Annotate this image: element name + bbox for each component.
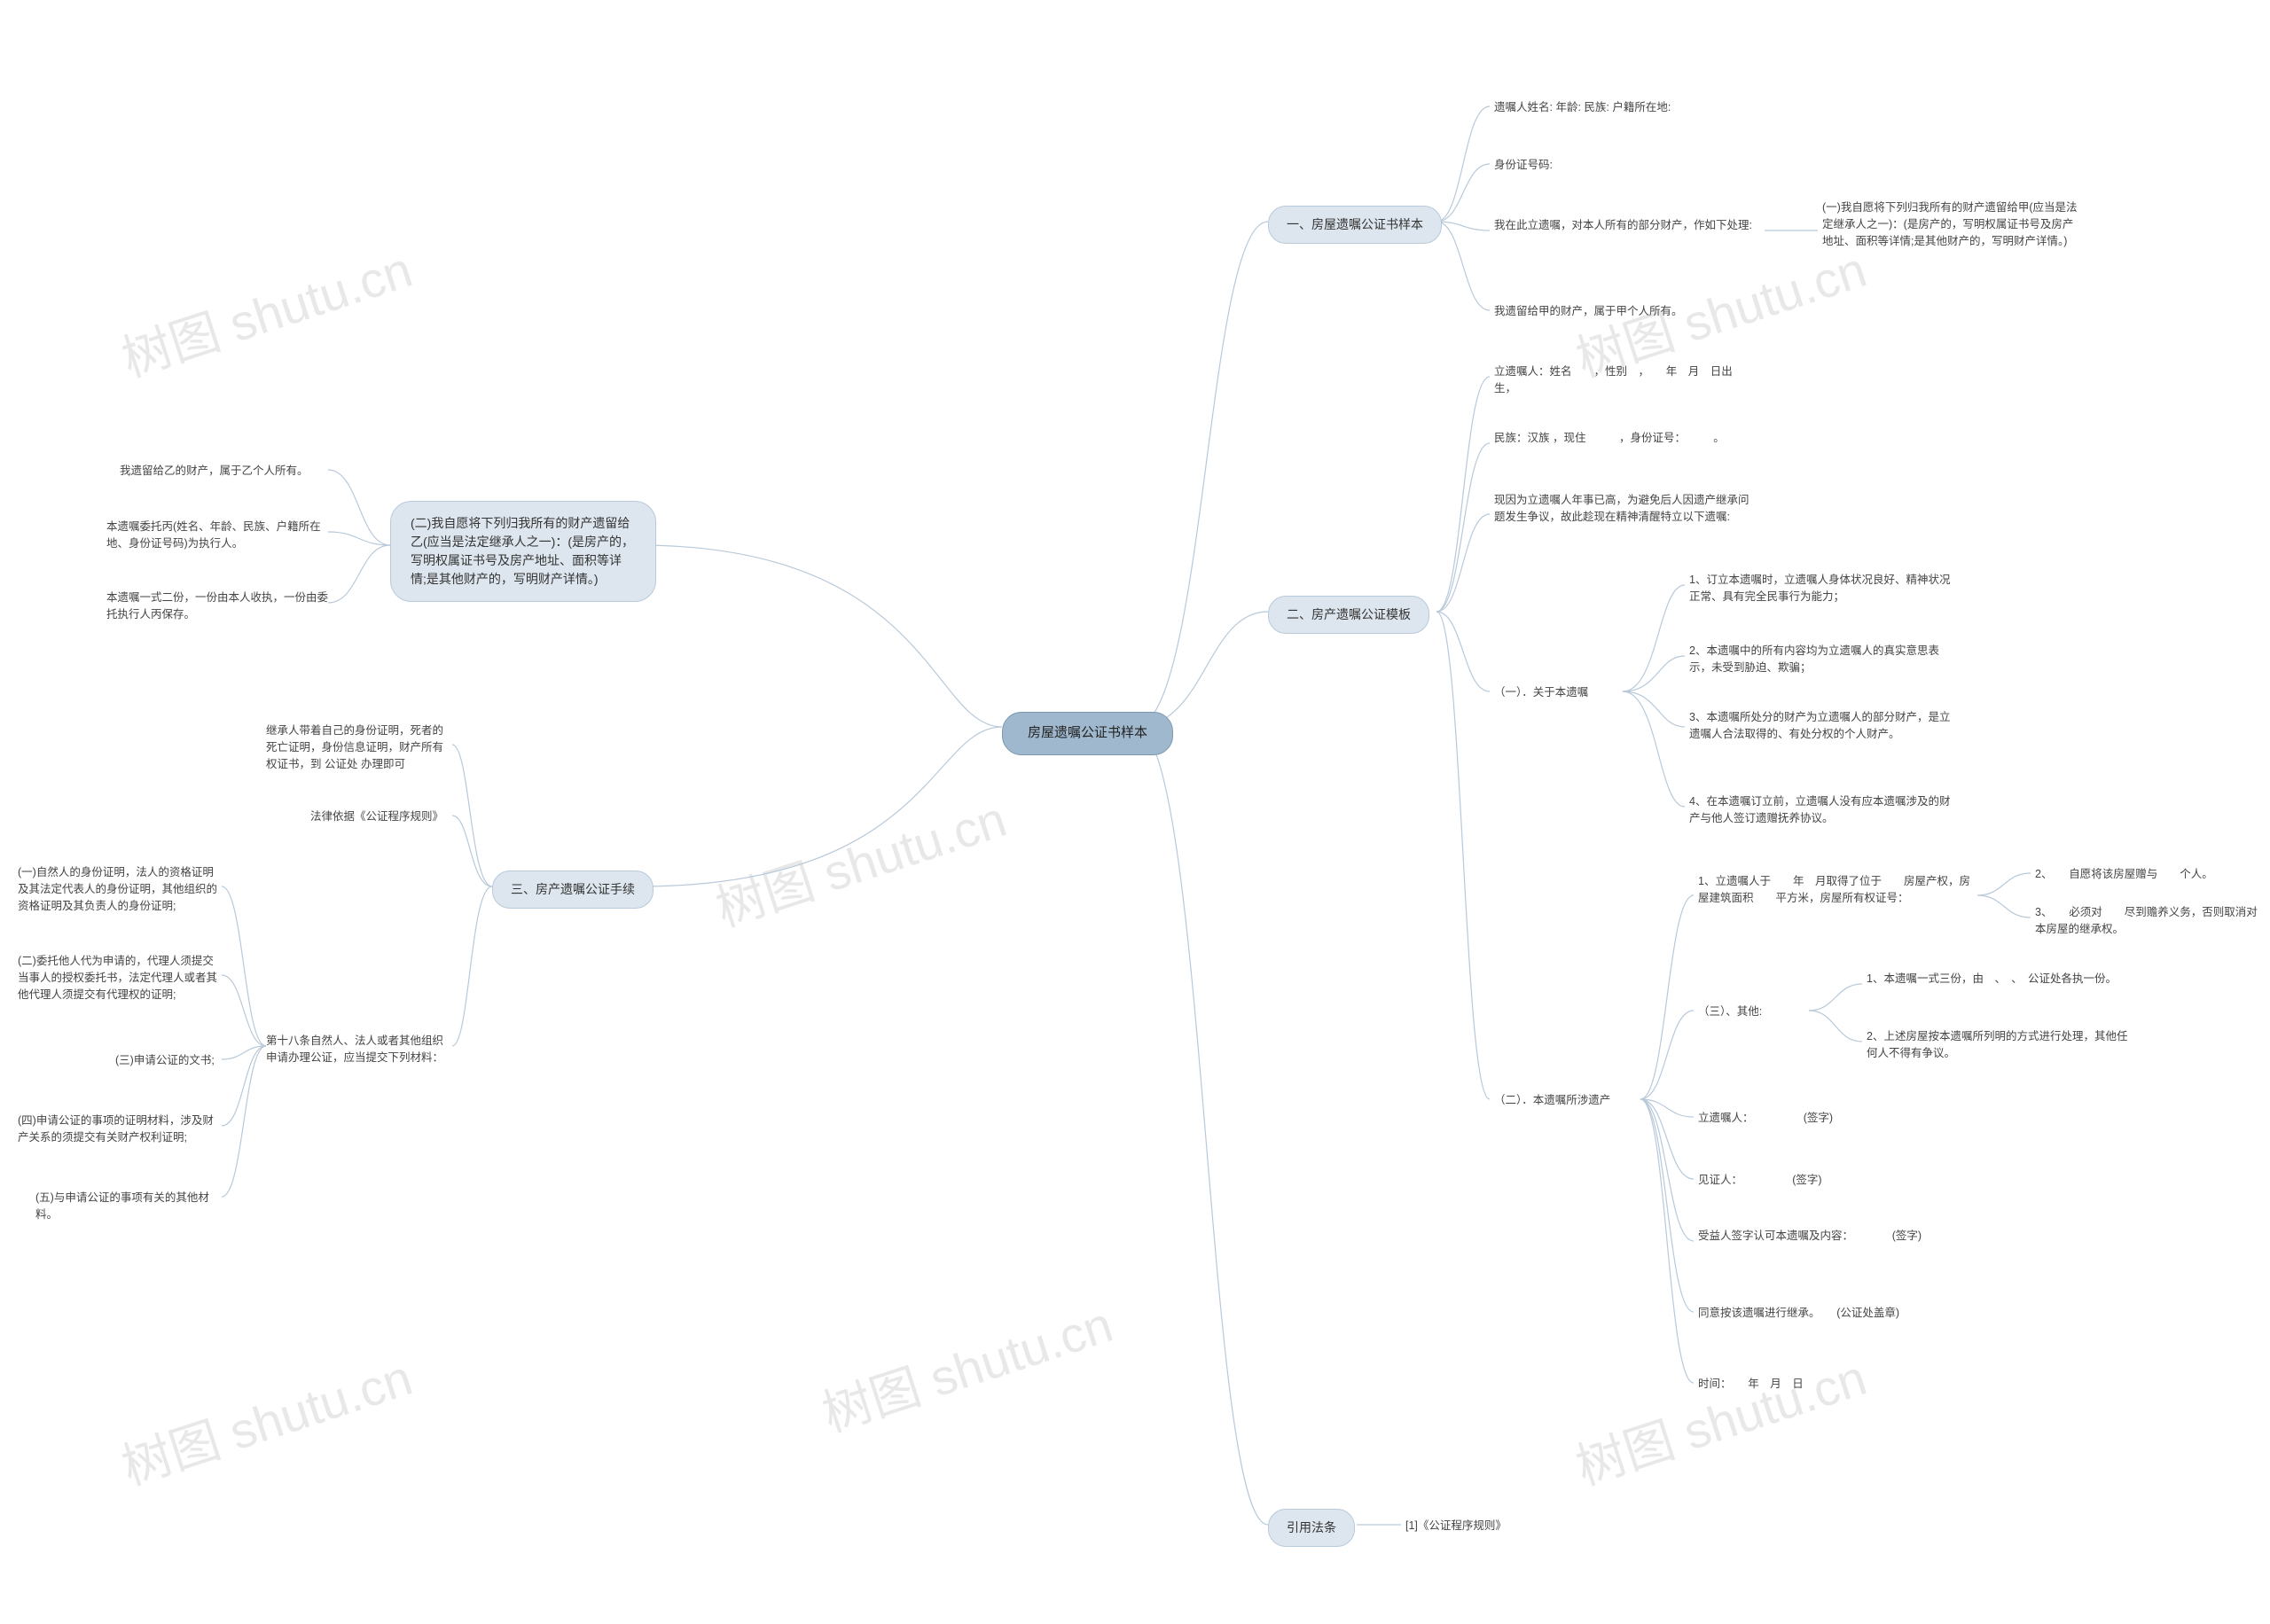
watermark: 树图 shutu.cn: [706, 780, 1014, 941]
b2-l5-s6: 同意按该遗嘱进行继承。 (公证处盖章): [1698, 1305, 1899, 1322]
b2-l5-s5: 受益人签字认可本遗嘱及内容： (签字): [1698, 1228, 1922, 1245]
b2-leaf-3: 现因为立遗嘱人年事已高，为避免后人因遗产继承问题发生争议，故此趁现在精神清醒特立…: [1494, 492, 1751, 526]
b5-leaf-3: 第十八条自然人、法人或者其他组织申请办理公证，应当提交下列材料：: [266, 1033, 452, 1066]
b5-l3-s4: (四)申请公证的事项的证明材料，涉及财产关系的须提交有关财产权利证明;: [18, 1113, 222, 1146]
b2-l4-s1: 1、订立本遗嘱时，立遗嘱人身体状况良好、精神状况正常、具有完全民事行为能力；: [1689, 572, 1955, 605]
b5-l3-s2: (二)委托他人代为申请的，代理人须提交当事人的授权委托书，法定代理人或者其他代理…: [18, 953, 222, 1003]
b2-l5-s2-ss2: 2、上述房屋按本遗嘱所列明的方式进行处理，其他任何人不得有争议。: [1867, 1028, 2133, 1062]
watermark: 树图 shutu.cn: [812, 1285, 1121, 1447]
b5-l3-s5: (五)与申请公证的事项有关的其他材料。: [35, 1190, 222, 1223]
branch-1[interactable]: 一、房屋遗嘱公证书样本: [1268, 206, 1442, 244]
b4-leaf-3: 本遗嘱一式二份，一份由本人收执，一份由委托执行人丙保存。: [106, 589, 328, 623]
b5-leaf-1: 继承人带着自己的身份证明，死者的死亡证明，身份信息证明，财产所有权证书，到 公证…: [266, 722, 452, 772]
watermark: 树图 shutu.cn: [112, 1339, 420, 1500]
b2-l5-s1-ss2: 3、 必须对 尽到赡养义务，否则取消对本房屋的继承权。: [2035, 904, 2266, 938]
b2-leaf-5-label: （二）．本遗嘱所涉遗产: [1494, 1092, 1610, 1109]
b1-leaf-2: 身份证号码:: [1494, 157, 1553, 174]
b2-l5-s2: （三）、其他:: [1698, 1003, 1762, 1020]
b2-leaf-1: 立遗嘱人：姓名 ，性别 ， 年 月 日出生，: [1494, 363, 1742, 397]
b5-l3-s3: (三)申请公证的文书;: [115, 1052, 215, 1069]
b1-leaf-3: 我在此立遗嘱，对本人所有的部分财产，作如下处理:: [1494, 217, 1752, 234]
b2-l5-s3: 立遗嘱人： (签字): [1698, 1110, 1833, 1127]
branch-4[interactable]: (二)我自愿将下列归我所有的财产遗留给乙(应当是法定继承人之一)：(是房产的，写…: [390, 501, 656, 602]
b2-l4-s3: 3、本遗嘱所处分的财产为立遗嘱人的部分财产，是立遗嘱人合法取得的、有处分权的个人…: [1689, 709, 1955, 743]
watermark: 树图 shutu.cn: [1566, 1339, 1875, 1500]
b2-leaf-4-label: （一）．关于本遗嘱: [1494, 684, 1588, 701]
b1-leaf-4: 我遗留给甲的财产，属于甲个人所有。: [1494, 303, 1683, 320]
b3-leaf: [1]《公证程序规则》: [1405, 1518, 1507, 1534]
b4-leaf-2: 本遗嘱委托丙(姓名、年龄、民族、户籍所在地、身份证号码)为执行人。: [106, 519, 328, 552]
b2-leaf-2: 民族：汉族 ，现住 ，身份证号： 。: [1494, 430, 1725, 447]
branch-3[interactable]: 引用法条: [1268, 1509, 1355, 1547]
b2-l5-s2-ss1: 1、本遗嘱一式三份，由 、 、 公证处各执一份。: [1867, 971, 2117, 988]
branch-5[interactable]: 三、房产遗嘱公证手续: [492, 871, 654, 909]
root-node[interactable]: 房屋遗嘱公证书样本: [1002, 712, 1173, 755]
b5-leaf-2: 法律依据《公证程序规则》: [310, 808, 443, 825]
b1-leaf-3-sub: (一)我自愿将下列归我所有的财产遗留给甲(应当是法定继承人之一)：(是房产的，写…: [1822, 199, 2079, 249]
b5-l3-s1: (一)自然人的身份证明，法人的资格证明及其法定代表人的身份证明，其他组织的资格证…: [18, 864, 222, 914]
b4-leaf-1: 我遗留给乙的财产，属于乙个人所有。: [120, 463, 309, 480]
branch-2[interactable]: 二、房产遗嘱公证模板: [1268, 596, 1429, 634]
b2-l5-s1-ss1: 2、 自愿将该房屋赠与 个人。: [2035, 866, 2213, 883]
b1-leaf-1: 遗嘱人姓名: 年龄: 民族: 户籍所在地:: [1494, 99, 1671, 116]
b2-l5-s1: 1、立遗嘱人于 年 月取得了位于 房屋产权，房屋建筑面积 平方米，房屋所有权证号…: [1698, 873, 1973, 907]
b2-l5-s7: 时间： 年 月 日: [1698, 1376, 1804, 1393]
b2-l4-s4: 4、在本遗嘱订立前，立遗嘱人没有应本遗嘱涉及的财产与他人签订遗赠抚养协议。: [1689, 793, 1955, 827]
watermark: 树图 shutu.cn: [112, 230, 420, 392]
b2-l5-s4: 见证人： (签字): [1698, 1172, 1822, 1189]
b2-l4-s2: 2、本遗嘱中的所有内容均为立遗嘱人的真实意思表示，未受到胁迫、欺骗；: [1689, 643, 1955, 676]
